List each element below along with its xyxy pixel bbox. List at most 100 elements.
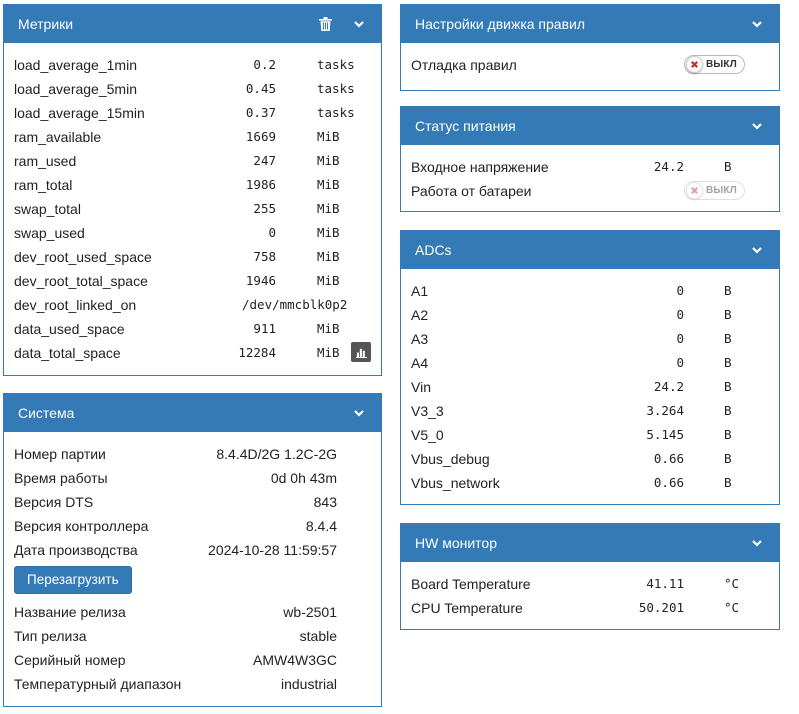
hw-unit: °C (724, 576, 740, 591)
rules-engine-title: Настройки движка правил (415, 16, 586, 32)
system-label: Название релиза (14, 604, 126, 620)
metric-label: data_used_space (14, 321, 125, 337)
metrics-panel: Метрики load_average_1min 0.2 tasks load_av… (3, 4, 382, 376)
metric-unit: tasks (317, 105, 355, 120)
adcs-list: A1 0 В A2 0 В A3 0 В A4 0 В Vin 24.2 В V3_3 3.264 В V5_0 5.… (401, 269, 779, 499)
chevron-down-icon[interactable] (749, 118, 765, 134)
metric-value: 255 (253, 201, 276, 216)
metrics-title: Метрики (18, 16, 74, 32)
adc-row: V5_0 5.145 В (411, 423, 769, 447)
close-icon (686, 56, 703, 73)
system-value: 2024-10-28 11:59:57 (208, 542, 337, 558)
chevron-down-icon[interactable] (749, 16, 765, 32)
metric-value: /dev/mmcblk0p2 (242, 297, 348, 312)
metric-row: dev_root_linked_on/dev/mmcblk0p2 (14, 293, 371, 317)
metric-unit: MiB (317, 177, 340, 192)
metrics-header[interactable]: Метрики (4, 5, 381, 43)
adc-row: A3 0 В (411, 327, 769, 351)
rules-debug-row: Отладка правил ВЫКЛ (411, 53, 769, 77)
rules-debug-label: Отладка правил (411, 57, 517, 73)
metric-unit: MiB (317, 153, 340, 168)
metric-value: 1946 (245, 273, 276, 288)
adc-unit: В (724, 307, 732, 322)
battery-row: Работа от батареи ВЫКЛ (411, 179, 769, 203)
input-voltage-unit: В (724, 159, 732, 174)
system-list: Номер партии 8.4.4D/2G 1.2C-2G Время работ… (4, 432, 381, 700)
metric-row: dev_root_used_space 758 MiB (14, 245, 371, 269)
adc-unit: В (724, 355, 732, 370)
hw-value: 41.11 (646, 576, 684, 591)
metric-value: 1669 (245, 129, 276, 144)
metric-unit: tasks (317, 57, 355, 72)
metric-label: ram_total (14, 177, 73, 193)
metric-label: dev_root_linked_on (14, 297, 137, 313)
rules-debug-toggle[interactable]: ВЫКЛ (684, 55, 745, 74)
adcs-header[interactable]: ADCs (401, 231, 779, 269)
metrics-list: load_average_1min 0.2 tasks load_average_5m… (4, 43, 381, 369)
system-label: Время работы (14, 470, 108, 486)
adc-unit: В (724, 451, 732, 466)
system-value: stable (299, 628, 337, 644)
adc-unit: В (724, 427, 732, 442)
system-value: 8.4.4 (305, 518, 337, 534)
system-header[interactable]: Система (4, 394, 381, 432)
system-panel: Система Номер партии 8.4.4D/2G 1.2C-2G Вре… (3, 393, 382, 707)
hw-monitor-panel: HW монитор Board Temperature 41.11 °C CPU T… (400, 523, 780, 630)
system-label: Дата производства (14, 542, 138, 558)
hw-monitor-header[interactable]: HW монитор (401, 524, 779, 562)
adc-unit: В (724, 379, 732, 394)
metric-unit: tasks (317, 81, 355, 96)
metric-unit: MiB (317, 345, 340, 360)
metric-value: 0 (268, 225, 276, 240)
reboot-button[interactable]: Перезагрузить (14, 566, 132, 594)
hw-value: 50.201 (638, 600, 684, 615)
adc-value: 0.66 (653, 475, 684, 490)
hw-label: Board Temperature (411, 576, 531, 592)
adc-value: 0 (676, 307, 684, 322)
metric-label: load_average_1min (14, 57, 137, 73)
system-value: 843 (313, 494, 337, 510)
metric-row: load_average_1min 0.2 tasks (14, 53, 371, 77)
metric-label: swap_used (14, 225, 85, 241)
adc-unit: В (724, 475, 732, 490)
metric-row: load_average_5min 0.45 tasks (14, 77, 371, 101)
chevron-down-icon[interactable] (351, 16, 367, 32)
hw-monitor-title: HW монитор (415, 535, 498, 551)
metric-row: data_used_space 911 MiB (14, 317, 371, 341)
system-row: Номер партии 8.4.4D/2G 1.2C-2G (14, 442, 371, 466)
system-value: industrial (280, 676, 337, 692)
metric-row: ram_available 1669 MiB (14, 125, 371, 149)
system-row: Дата производства 2024-10-28 11:59:57 (14, 538, 371, 562)
adc-value: 0 (676, 283, 684, 298)
chevron-down-icon[interactable] (749, 242, 765, 258)
adc-label: V3_3 (411, 403, 444, 419)
adc-label: V5_0 (411, 427, 444, 443)
adc-value: 0 (676, 355, 684, 370)
adcs-title: ADCs (415, 242, 452, 258)
system-label: Номер партии (14, 446, 106, 462)
chevron-down-icon[interactable] (749, 535, 765, 551)
adc-row: Vin 24.2 В (411, 375, 769, 399)
system-value: AMW4W3GC (253, 652, 337, 668)
trash-icon[interactable] (317, 16, 333, 32)
adc-unit: В (724, 331, 732, 346)
adcs-panel: ADCs A1 0 В A2 0 В A3 0 В A4 0 В Vin 24.2 В V3_3 3.264 В V… (400, 230, 780, 505)
adc-value: 0.66 (653, 451, 684, 466)
metric-unit: MiB (317, 225, 340, 240)
chevron-down-icon[interactable] (351, 405, 367, 421)
adc-label: Vin (411, 379, 431, 395)
adc-label: Vbus_debug (411, 451, 490, 467)
system-row: Версия контроллера 8.4.4 (14, 514, 371, 538)
system-value: wb-2501 (283, 604, 337, 620)
system-row: Название релиза wb-2501 (14, 600, 371, 624)
power-header[interactable]: Статус питания (401, 107, 779, 145)
rules-engine-header[interactable]: Настройки движка правил (401, 5, 779, 43)
chart-button[interactable] (351, 342, 371, 362)
system-label: Температурный диапазон (14, 676, 182, 692)
metric-label: load_average_15min (14, 105, 145, 121)
system-title: Система (18, 405, 75, 421)
metric-unit: MiB (317, 129, 340, 144)
metric-label: dev_root_used_space (14, 249, 152, 265)
metric-row: swap_used 0 MiB (14, 221, 371, 245)
adc-value: 0 (676, 331, 684, 346)
